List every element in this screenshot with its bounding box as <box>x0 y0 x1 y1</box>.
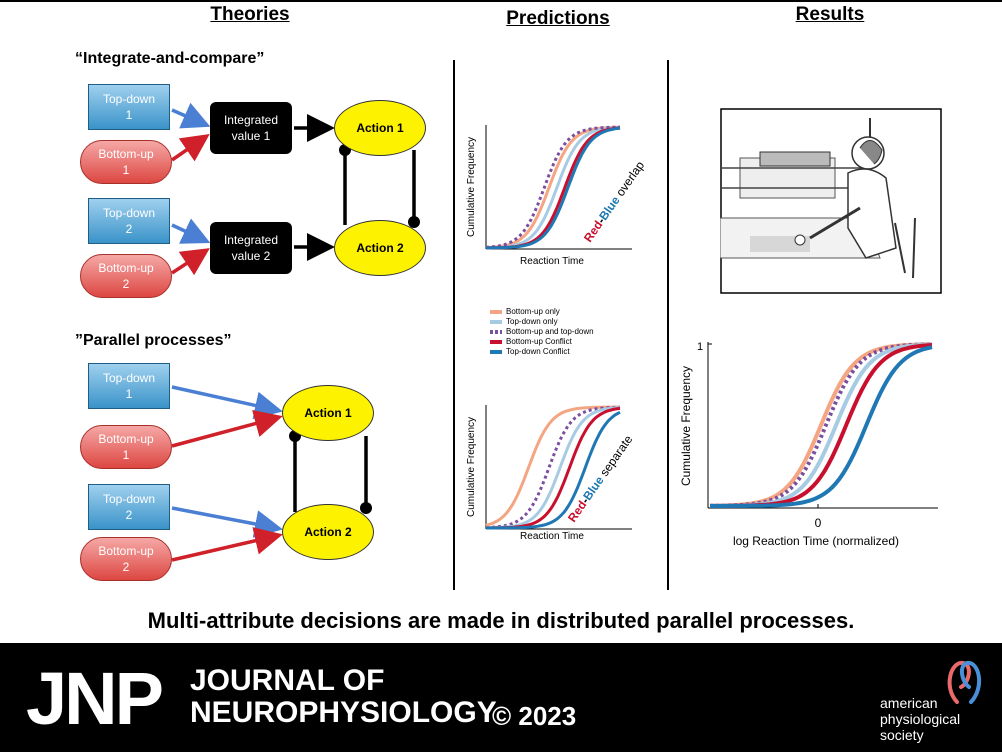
legend-swatch <box>490 329 502 334</box>
results-ylabel: Cumulative Frequency <box>679 366 693 486</box>
legend-swatch <box>490 319 502 324</box>
society-line1: american <box>880 695 938 711</box>
legend-item-bottom-up-only: Bottom-up only <box>490 307 560 316</box>
curve-bottom-up-only <box>709 342 933 508</box>
action-2-node: Action 2 <box>334 220 426 276</box>
pred1-xlabel: Reaction Time <box>520 256 584 267</box>
results-chart: 1 0 Cumulative Frequency log Reaction Ti… <box>679 341 938 548</box>
arrow-td2-action2b <box>171 506 283 538</box>
integrated-value-1-box: Integrated value 1 <box>210 102 292 154</box>
legend-swatch <box>490 349 502 354</box>
aps-logo-icon <box>947 661 982 704</box>
footer-banner: JNP JOURNAL OF NEUROPHYSIOLOGY © 2023 am… <box>0 643 1002 752</box>
society-line2: physiological <box>880 711 961 727</box>
integrate-and-compare-title: “Integrate-and-compare” <box>75 50 265 67</box>
pred1-overlap-label: Red-Blue overlap <box>581 158 647 244</box>
curve-bottom-up-only <box>485 405 620 527</box>
divider-right <box>667 60 669 590</box>
legend-swatch <box>490 309 502 314</box>
prediction-chart-separate: Cumulative Frequency Reaction Time Red-B… <box>466 405 636 542</box>
integrated-value-2-box: Integrated value 2 <box>210 222 292 274</box>
tagline: Multi-attribute decisions are made in di… <box>147 608 855 633</box>
arrow-td2-iv2 <box>171 218 211 244</box>
arrow-bu2-action2b <box>171 527 283 562</box>
legend-item-top-down-only: Top-down only <box>490 317 558 326</box>
legend-item-top-down-conflict: Top-down Conflict <box>490 347 570 356</box>
society-line3: society <box>880 727 924 743</box>
prediction-chart-overlap: Cumulative Frequency Reaction Time Red-B… <box>466 125 647 267</box>
parallel-processes-title: ”Parallel processes” <box>75 332 232 349</box>
pred2-ylabel: Cumulative Frequency <box>466 417 477 517</box>
curve-top-down-conflict <box>486 410 621 530</box>
journal-name-line2: NEUROPHYSIOLOGY <box>190 696 497 729</box>
curve-bottom-up-only <box>485 125 621 250</box>
divider-left <box>453 60 455 590</box>
arrow-td1-action1b <box>171 385 283 420</box>
experiment-illustration <box>720 108 942 294</box>
header-predictions: Predictions <box>506 8 610 29</box>
arrow-bu1-iv1 <box>171 134 210 162</box>
legend-swatch <box>490 339 502 344</box>
top-down-2b-box: Top-down 2 <box>88 484 170 530</box>
results-x-tick-0: 0 <box>815 516 822 530</box>
header-theories: Theories <box>210 4 290 25</box>
pred2-xlabel: Reaction Time <box>520 531 584 542</box>
bottom-up-2b-pill: Bottom-up 2 <box>80 537 172 581</box>
arrow-bu1-action1b <box>171 409 283 448</box>
bottom-up-1b-pill: Bottom-up 1 <box>80 425 172 469</box>
top-rule <box>0 0 1002 2</box>
pred1-ylabel: Cumulative Frequency <box>466 137 477 237</box>
results-y-tick-1: 1 <box>697 341 703 353</box>
action-1b-node: Action 1 <box>282 385 374 441</box>
journal-name-line1: JOURNAL OF <box>190 664 385 697</box>
jnp-logo: JNP <box>26 657 164 740</box>
curve-top-down-conflict <box>710 345 933 508</box>
arrow-td1-iv1 <box>171 102 211 129</box>
legend-item-bottom-up-conflict: Bottom-up Conflict <box>490 337 572 346</box>
curve-top-down-conflict <box>486 126 621 250</box>
results-xlabel: log Reaction Time (normalized) <box>733 534 899 548</box>
action-2b-node: Action 2 <box>282 504 374 560</box>
top-down-1b-box: Top-down 1 <box>88 363 170 409</box>
bottom-up-1-pill: Bottom-up 1 <box>80 140 172 184</box>
bottom-up-2-pill: Bottom-up 2 <box>80 254 172 298</box>
curve-bottom-up-and-top-down <box>485 125 621 249</box>
pred2-separate-label: Red-Blue separate <box>565 432 636 524</box>
society-name: american physiological society <box>880 695 960 743</box>
copyright-text: © 2023 <box>492 701 577 731</box>
legend-item-bottom-up-and-top-down: Bottom-up and top-down <box>490 327 594 336</box>
top-down-1-box: Top-down 1 <box>88 84 170 130</box>
arrow-bu2-iv2 <box>171 248 210 276</box>
action-1-node: Action 1 <box>334 100 426 156</box>
top-down-2-box: Top-down 2 <box>88 198 170 244</box>
theories-diagram-arrows <box>171 102 420 562</box>
header-results: Results <box>795 4 865 25</box>
